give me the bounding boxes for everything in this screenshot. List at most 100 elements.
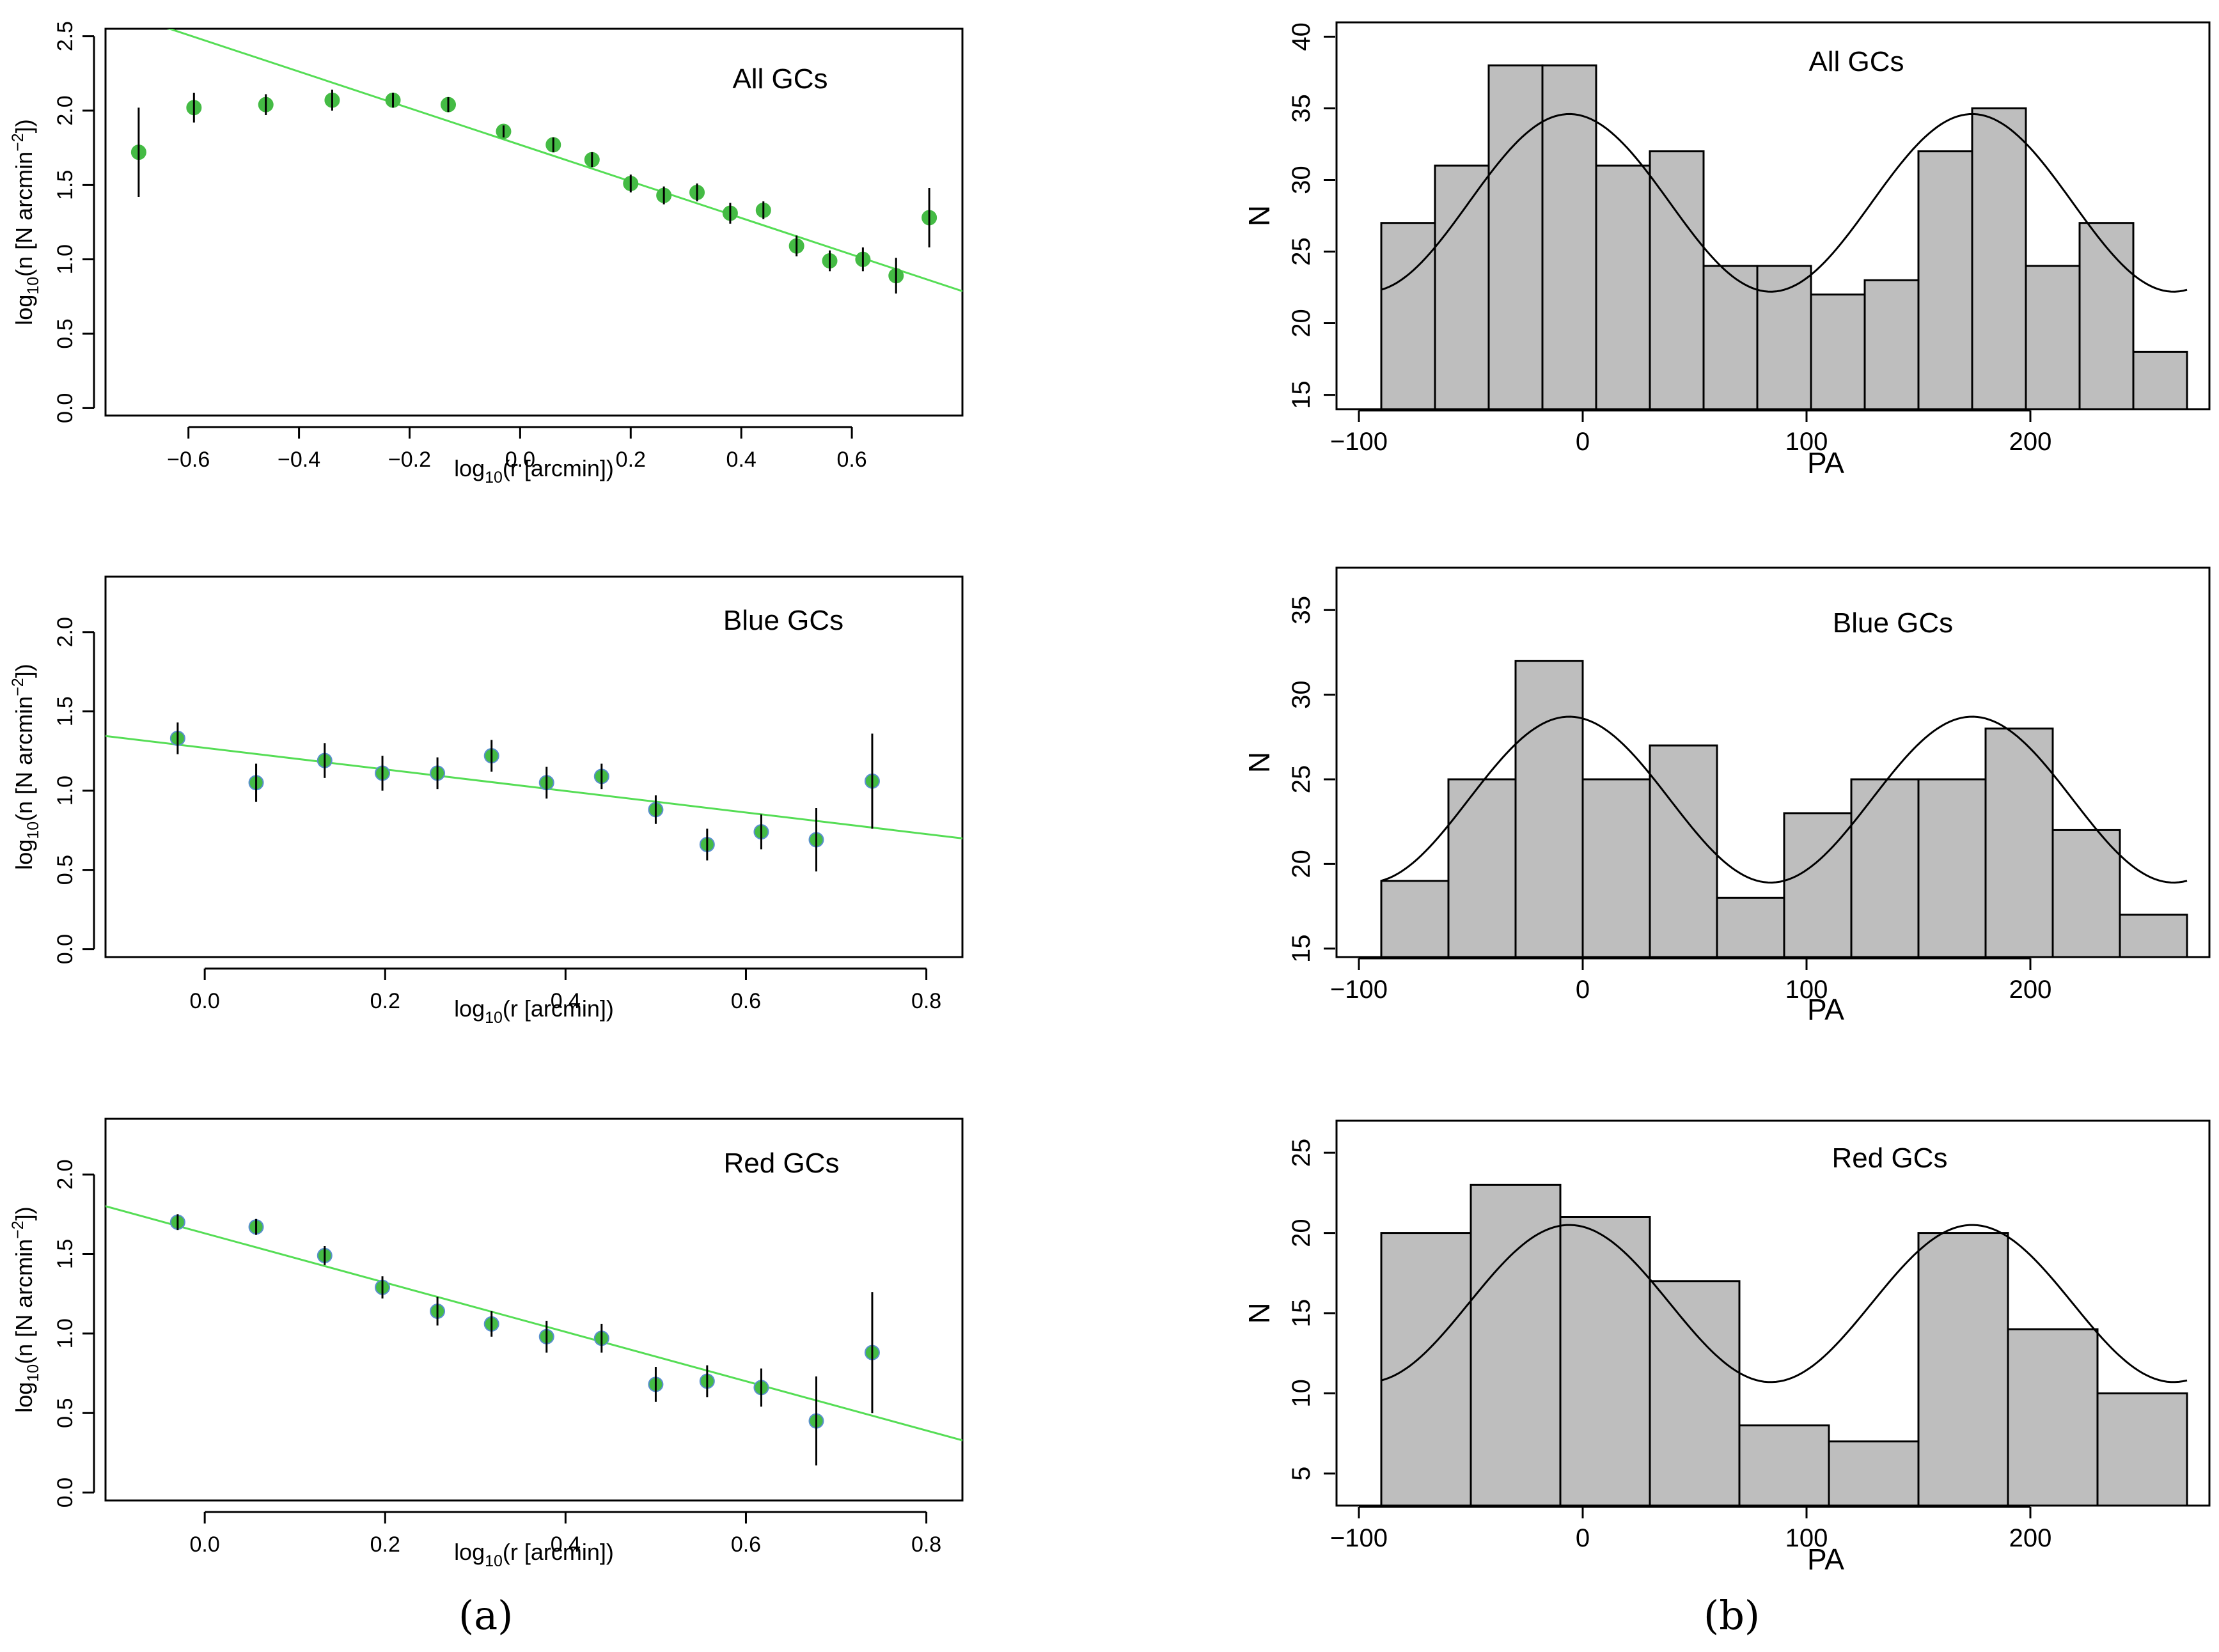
fit-line	[106, 735, 962, 839]
plot-frame	[104, 1118, 964, 1502]
y-tick-label: 1.5	[53, 1239, 77, 1269]
x-tick-label: 100	[1785, 428, 1828, 456]
histogram-bar	[2007, 1328, 2099, 1507]
histogram-bar	[1487, 64, 1544, 410]
x-tick-label: 0.2	[370, 1532, 400, 1557]
histogram-bar	[1917, 1232, 2009, 1507]
y-tick-label: 20	[1287, 1219, 1315, 1247]
y-tick-label: 0.5	[53, 855, 77, 885]
x-tick-label: 0.2	[370, 989, 400, 1013]
x-tick-label: 0.6	[836, 448, 866, 472]
y-tick-label: 0.0	[53, 393, 77, 423]
y-tick-label: 2.0	[53, 617, 77, 647]
histogram-bar	[1984, 728, 2054, 958]
panel-label-a: (a)	[459, 1592, 514, 1639]
x-tick-label: 0.6	[731, 1532, 761, 1557]
x-axis-label: PA	[1807, 446, 1844, 479]
y-axis-label: log10(n [N arcmin−2])	[9, 119, 42, 325]
y-tick-label: 10	[1287, 1379, 1315, 1408]
y-tick-label: 0.5	[53, 1398, 77, 1428]
histogram-bar	[2025, 265, 2081, 410]
y-axis-label: N	[1243, 752, 1276, 773]
histogram-bar	[2096, 1392, 2188, 1507]
fit-curve	[1381, 715, 2188, 884]
y-tick-label: 1.0	[53, 244, 77, 274]
x-tick-label: −100	[1330, 1524, 1388, 1552]
fit-line	[106, 1205, 962, 1442]
plot-frame	[104, 575, 964, 958]
histogram-bar	[1559, 1216, 1651, 1507]
histogram-bar	[1971, 107, 2027, 410]
histogram-bar	[2078, 222, 2135, 410]
x-tick-label: −0.2	[388, 448, 431, 472]
y-tick-label: 0.0	[53, 934, 77, 964]
y-tick-label: 1.5	[53, 696, 77, 726]
x-tick-label: 0.0	[190, 1532, 220, 1557]
y-tick-label: 35	[1287, 596, 1315, 625]
histogram-bar	[1649, 744, 1718, 958]
x-tick-label: 0.0	[505, 448, 535, 472]
histogram-bar	[1380, 1232, 1472, 1507]
y-tick-label: 25	[1287, 765, 1315, 794]
x-tick-label: 0.8	[911, 989, 941, 1013]
histogram-panel-3: −100 0 100 200 15 20 25 30 35 40 PA N All GCs	[1243, 21, 2211, 479]
x-tick-label: 200	[2009, 428, 2052, 456]
histogram-bar	[1810, 293, 1866, 410]
histogram-panel-4: −100 0 100 200 15 20 25 30 35 PA N Blue GCs	[1243, 566, 2211, 1026]
x-tick-label: 0	[1576, 428, 1590, 456]
y-axis-label: N	[1243, 1302, 1276, 1323]
y-axis-label: log10(n [N arcmin−2])	[9, 1206, 42, 1412]
y-tick-label: 30	[1287, 166, 1315, 194]
panel-title: All GCs	[732, 63, 827, 95]
x-tick-label: 100	[1785, 976, 1828, 1004]
histogram-bar	[1434, 164, 1490, 410]
x-tick-label: 0.4	[726, 448, 757, 472]
fit-curve	[1381, 1224, 2188, 1383]
y-axis-label: N	[1243, 205, 1276, 226]
scatter-panel-0: −0.6 −0.4 −0.2 0.0 0.2 0.4 0.6 0.0 0.5 1.0 1.5 2.0 2…	[9, 21, 964, 487]
histogram-bar	[1380, 222, 1436, 410]
x-tick-label: −0.4	[278, 448, 320, 472]
x-axis-label: log10(r [arcmin])	[454, 1539, 614, 1570]
panel-label-b: (b)	[1704, 1592, 1760, 1639]
x-tick-label: −100	[1330, 428, 1388, 456]
y-tick-label: 15	[1287, 380, 1315, 409]
fit-curve	[1381, 113, 2188, 293]
y-tick-label: 0.5	[53, 318, 77, 348]
histogram-bar	[2132, 350, 2188, 410]
scatter-panel-1: 0.0 0.2 0.4 0.6 0.8 0.0 0.5 1.0 1.5 2.0 log10(r [a…	[9, 575, 964, 1027]
histogram-bar	[1917, 150, 1973, 410]
x-tick-label: −0.6	[167, 448, 210, 472]
histogram-bar	[1447, 778, 1517, 958]
y-tick-label: 1.0	[53, 775, 77, 806]
histogram-bar	[1738, 1424, 1830, 1507]
x-tick-label: 0.4	[551, 989, 581, 1013]
histogram-bar	[1756, 265, 1812, 410]
x-tick-label: 0.4	[551, 1532, 581, 1557]
histogram-bar	[1595, 164, 1651, 410]
histogram-bar	[1541, 64, 1597, 410]
y-tick-label: 25	[1287, 1139, 1315, 1167]
panel-title: All GCs	[1808, 46, 1904, 77]
histogram-bar	[1470, 1183, 1562, 1507]
y-tick-label: 1.0	[53, 1318, 77, 1348]
panel-title: Red GCs	[1832, 1142, 1948, 1174]
histogram-bar	[1783, 812, 1853, 958]
x-tick-label: 100	[1785, 1524, 1828, 1552]
x-tick-label: 0	[1576, 1524, 1590, 1552]
y-tick-label: 0.0	[53, 1477, 77, 1508]
y-tick-label: 40	[1287, 22, 1315, 51]
histogram-bar	[1917, 778, 1987, 958]
scatter-panel-2: 0.0 0.2 0.4 0.6 0.8 0.0 0.5 1.0 1.5 2.0 log10(r [a…	[9, 1118, 964, 1570]
histogram-bar	[1581, 778, 1651, 958]
x-tick-label: 0.2	[616, 448, 646, 472]
x-axis-label: log10(r [arcmin])	[454, 995, 614, 1027]
histogram-bar	[2119, 914, 2188, 958]
y-tick-label: 30	[1287, 680, 1315, 709]
x-tick-label: 0	[1576, 976, 1590, 1004]
x-axis-label: PA	[1807, 993, 1844, 1026]
x-tick-label: 0.6	[731, 989, 761, 1013]
fit-line	[166, 29, 962, 293]
y-tick-label: 15	[1287, 935, 1315, 963]
